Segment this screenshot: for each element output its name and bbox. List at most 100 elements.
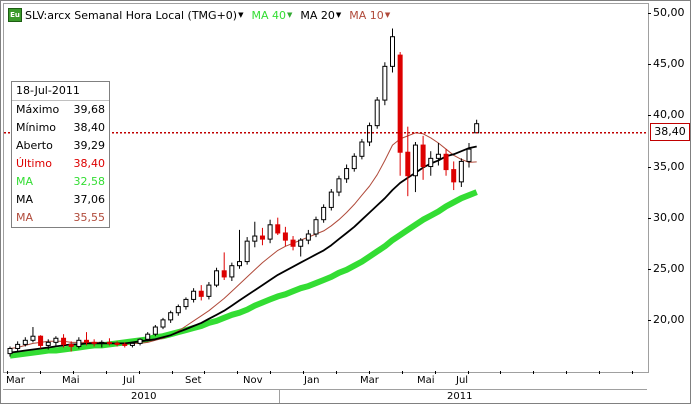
candle-body (428, 157, 434, 168)
info-row: Máximo 39,68 (12, 101, 109, 119)
candle-body (99, 341, 105, 344)
candle-body (458, 160, 464, 183)
last-price-marker: 38,40 (650, 122, 690, 141)
candle-body (367, 125, 373, 143)
candle-body (15, 343, 21, 349)
y-tick-label: 40,00 (653, 108, 685, 122)
candle-body (290, 239, 296, 247)
candle-body (114, 342, 120, 345)
ma20-label: MA 20 (300, 8, 335, 22)
x-tick-mark (72, 371, 74, 374)
info-value: 32,58 (73, 175, 106, 188)
candle-body (344, 168, 350, 180)
candle-body (336, 178, 342, 193)
candle-body (237, 261, 242, 267)
ma40-label: MA 40 (251, 8, 286, 22)
symbol-selector[interactable]: SLV:arcx Semanal Hora Local (TMG+0) ▼ (25, 9, 243, 22)
y-tick-label: 25,00 (653, 261, 685, 275)
candle-body (68, 343, 74, 347)
x-tick-label: Mar (360, 375, 379, 386)
dropdown-arrow-icon[interactable]: ▼ (238, 11, 244, 19)
price-axis[interactable]: 50,00 45,00 40,00 35,00 30,00 25,00 20,00 (648, 3, 690, 371)
data-info-box: 18-Jul-2011 Máximo 39,68 Mínimo 38,40 Aberto… (11, 81, 110, 228)
candle-body (137, 338, 143, 344)
x-tick-mark (368, 371, 370, 374)
ma10-selector[interactable]: MA 10 ▼ (349, 9, 390, 22)
x-tick-label: Mai (417, 375, 435, 386)
info-label: MA (16, 211, 34, 224)
x-tick-mark (171, 371, 173, 374)
candle-body (451, 169, 457, 183)
candle-body (405, 151, 411, 177)
candle-body (282, 232, 288, 241)
candle-body (474, 123, 480, 134)
ma20-selector[interactable]: MA 20 ▼ (300, 9, 341, 22)
candle-body (321, 206, 327, 221)
candle-body (168, 312, 174, 321)
y-tick-mark (648, 217, 651, 219)
info-row: Último 38,40 (12, 155, 109, 173)
year-label: 2010 (131, 391, 157, 402)
candle-body (129, 342, 135, 346)
dropdown-arrow-icon[interactable]: ▼ (335, 11, 342, 19)
time-axis[interactable]: Mar Mai Jul Set Nov Jan Mar Mai Jul (3, 373, 647, 389)
x-tick-mark (632, 371, 633, 374)
y-tick-label: 45,00 (653, 57, 685, 71)
y-tick-mark (648, 319, 651, 321)
y-tick-mark (648, 13, 651, 15)
x-tick-mark (138, 371, 140, 374)
candle-body (397, 54, 403, 153)
candle-body (351, 155, 357, 170)
x-tick-mark (500, 371, 502, 374)
x-tick-mark (335, 371, 337, 374)
y-tick-label: 30,00 (653, 210, 685, 224)
x-tick-mark (237, 371, 239, 374)
x-tick-label: Set (185, 375, 202, 386)
candle-body (91, 341, 97, 344)
candle-body (206, 284, 212, 297)
candle-body (313, 219, 319, 235)
ma10-label: MA 10 (349, 8, 384, 22)
info-value: 39,29 (73, 139, 106, 152)
plot-area[interactable]: Eu SLV:arcx Semanal Hora Local (TMG+0) ▼ … (3, 3, 649, 373)
candle-body (22, 339, 28, 345)
candle-body (30, 335, 36, 341)
candle-body (76, 339, 82, 347)
info-row: Mínimo 38,40 (12, 119, 109, 137)
candle-body (214, 270, 220, 286)
y-tick-mark (648, 166, 651, 168)
x-tick-label: Mar (6, 375, 25, 386)
price-chart[interactable] (4, 4, 648, 372)
x-tick-mark (566, 371, 568, 374)
info-date: 18-Jul-2011 (12, 82, 109, 101)
info-value: 38,40 (73, 157, 106, 170)
info-label: Máximo (16, 103, 60, 116)
candle-body (61, 337, 67, 345)
candle-body (275, 224, 281, 234)
y-tick-mark (648, 115, 651, 117)
x-tick-mark (105, 371, 107, 374)
candle-body (175, 306, 181, 314)
x-tick-mark (599, 371, 601, 374)
x-tick-mark (434, 371, 436, 374)
candle-body (390, 36, 395, 67)
candle-body (160, 319, 166, 328)
info-row: Aberto 39,29 (12, 137, 109, 155)
ma40-selector[interactable]: MA 40 ▼ (251, 9, 292, 22)
info-value: 35,55 (73, 211, 106, 224)
candle-body (198, 290, 204, 297)
candle-body (106, 341, 112, 344)
candle-body (328, 191, 334, 208)
y-tick-label: 20,00 (653, 312, 685, 326)
x-tick-mark (533, 371, 535, 374)
candle-body (122, 343, 128, 346)
candle-body (435, 153, 441, 159)
info-row: MA 37,06 (12, 191, 109, 209)
candle-body (382, 65, 388, 101)
candle-body (84, 339, 89, 343)
dropdown-arrow-icon[interactable]: ▼ (384, 11, 391, 19)
year-label: 2011 (447, 391, 473, 402)
candle-body (145, 333, 151, 340)
candle-body (183, 298, 189, 308)
dropdown-arrow-icon[interactable]: ▼ (287, 11, 293, 19)
